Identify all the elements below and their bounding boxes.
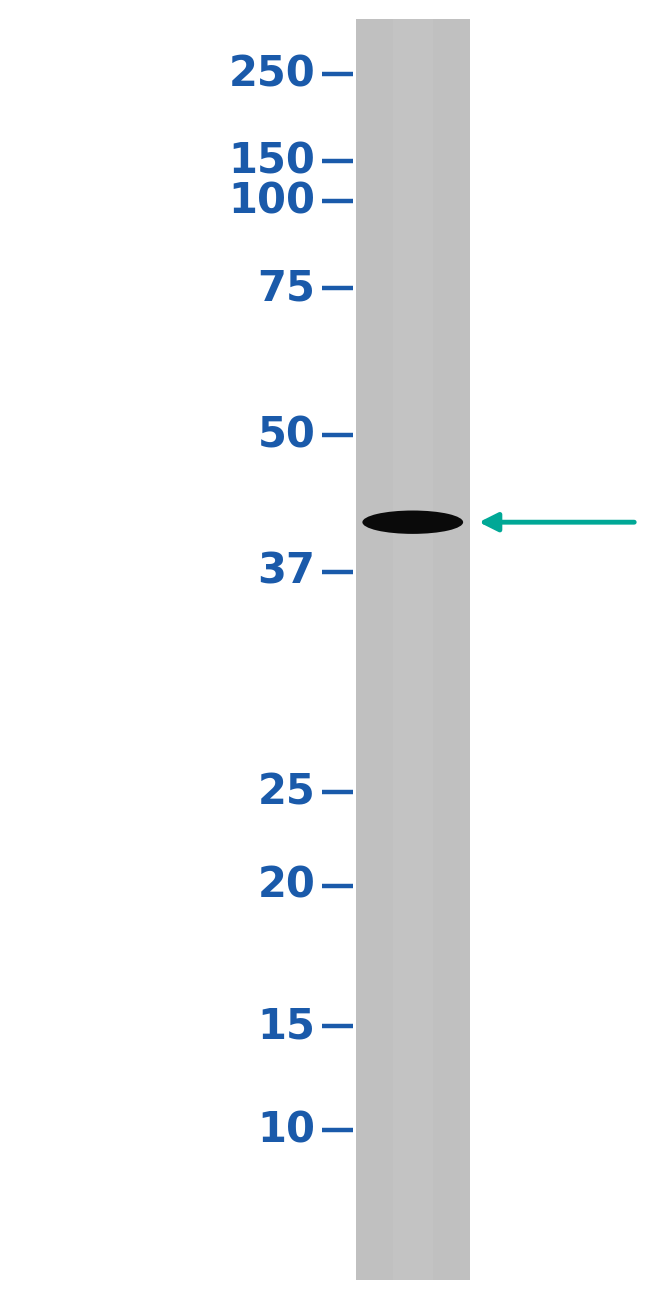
Bar — [393, 19, 433, 1280]
Text: 100: 100 — [229, 181, 316, 222]
Text: 150: 150 — [229, 140, 316, 182]
Text: 20: 20 — [257, 865, 316, 907]
Text: 50: 50 — [257, 414, 316, 456]
Text: 37: 37 — [257, 551, 316, 592]
Text: 250: 250 — [229, 53, 316, 95]
Text: 25: 25 — [258, 772, 316, 813]
Ellipse shape — [363, 511, 463, 534]
Text: 75: 75 — [257, 268, 316, 309]
Text: 10: 10 — [257, 1109, 316, 1151]
Text: 15: 15 — [257, 1005, 316, 1047]
Bar — [356, 19, 469, 1280]
